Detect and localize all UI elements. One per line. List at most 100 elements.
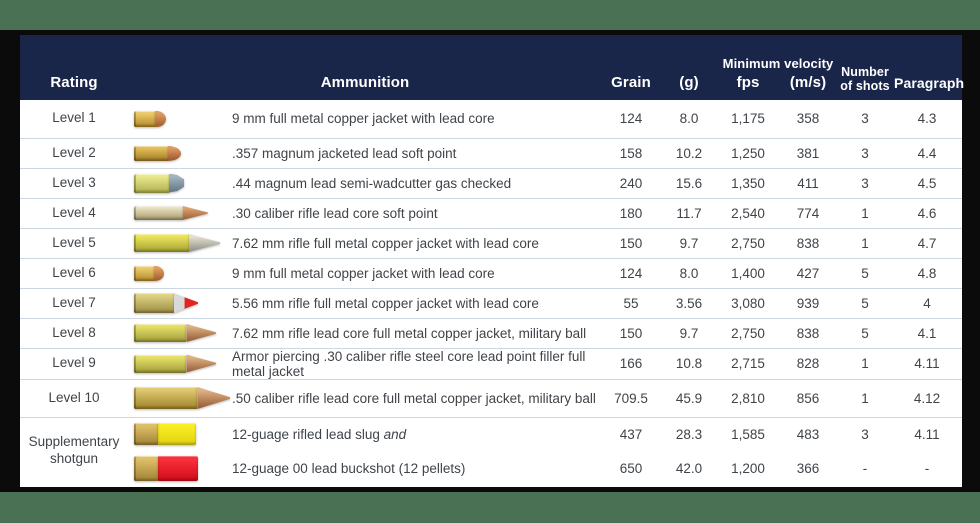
table-row: 12-guage 00 lead buckshot (12 pellets) 65… — [20, 451, 962, 485]
ms-column-header: (m/s) — [789, 74, 827, 91]
paragraph-cell: 4 — [892, 287, 962, 318]
ballistic-rating-table: Rating Ammunition Grain (g) Minimum velo… — [20, 35, 965, 485]
grams-cell: 8.0 — [679, 111, 699, 127]
paragraph-cell: 4.5 — [892, 167, 962, 198]
fps-cell: 1,350 — [718, 167, 778, 198]
cartridge-cell — [128, 287, 222, 318]
rating-cell: Level 5 — [20, 227, 128, 258]
fps-cell: 2,540 — [718, 197, 778, 228]
table-header: Rating Ammunition Grain (g) Minimum velo… — [20, 35, 965, 100]
fps-cell: 3,080 — [718, 287, 778, 318]
table-row: Level 5 7.62 mm rifle full metal copper j… — [20, 227, 962, 258]
shots-cell: - — [862, 460, 868, 476]
table-row: Supplementary shotgun 12-guage rifled lea… — [20, 416, 962, 485]
shotgun-shell-yellow-icon — [134, 423, 196, 446]
grams-cell: 42.0 — [675, 460, 703, 476]
paragraph-cell: 4.4 — [892, 137, 962, 168]
shots-cell: 5 — [838, 317, 892, 348]
grams-cell: 45.9 — [660, 378, 718, 417]
ammunition-cell: 9 mm full metal copper jacket with lead … — [222, 257, 602, 288]
cartridge-cell — [128, 167, 222, 198]
grams-cell: 9.7 — [660, 227, 718, 258]
cartridge-30-ap-icon — [134, 354, 216, 373]
ms-cell: 774 — [778, 197, 838, 228]
ammunition-cell: 7.62 mm rifle full metal copper jacket w… — [222, 227, 602, 258]
ammunition-cell: .44 magnum lead semi-wadcutter gas check… — [222, 167, 602, 198]
shots-cell: 3 — [861, 111, 869, 127]
table-row: Level 9 Armor piercing .30 caliber rifle … — [20, 347, 962, 379]
ms-cell: 939 — [778, 287, 838, 318]
number-of-shots-column-header: Number of shots — [840, 65, 890, 93]
ms-cell: 411 — [778, 167, 838, 198]
shots-cell: 5 — [838, 257, 892, 288]
paragraph-cell: - — [924, 460, 930, 476]
grain-cell: 124 — [619, 111, 643, 127]
shots-cell: 1 — [838, 347, 892, 379]
table-row: Level 7 5.56 mm rifle full metal copper j… — [20, 287, 962, 318]
ms-cell: 828 — [778, 347, 838, 379]
rating-cell: Level 1 — [52, 110, 96, 126]
ammunition-text: 9 mm full metal copper jacket with lead … — [232, 265, 495, 281]
ms-cell: 483 — [778, 416, 838, 451]
grain-cell: 150 — [602, 317, 660, 348]
grain-cell: 437 — [602, 416, 660, 451]
ammunition-cell: 9 mm full metal copper jacket with lead … — [222, 100, 602, 138]
grain-cell: 650 — [619, 460, 643, 476]
cartridge-50-caliber-icon — [134, 387, 230, 409]
ammunition-cell: 5.56 mm rifle full metal copper jacket w… — [222, 287, 602, 318]
cartridge-556-redtip-icon — [134, 293, 198, 313]
rating-cell: Level 3 — [20, 167, 128, 198]
rating-cell: Level 6 — [20, 257, 128, 288]
fps-cell: 1,585 — [718, 416, 778, 451]
shots-cell: 1 — [838, 378, 892, 417]
paragraph-cell: 4.1 — [892, 317, 962, 348]
cartridge-9mm-icon — [134, 265, 164, 281]
ammunition-text: Armor piercing .30 caliber rifle steel c… — [232, 348, 586, 379]
ammunition-text: .50 caliber rifle lead core full metal c… — [232, 390, 596, 406]
grain-column-header: Grain — [611, 74, 651, 91]
paragraph-cell: 4.3 — [917, 111, 937, 127]
cartridge-cell — [128, 227, 222, 258]
cartridge-cell — [128, 137, 222, 168]
table-row: Level 10 .50 caliber rifle lead core full… — [20, 378, 962, 417]
cartridge-cell — [128, 378, 230, 417]
ammunition-cell: .357 magnum jacketed lead soft point — [222, 137, 602, 168]
cartridge-30-caliber-icon — [134, 206, 208, 220]
grain-cell: 240 — [602, 167, 660, 198]
fps-cell: 2,750 — [718, 227, 778, 258]
ammunition-column-header: Ammunition — [320, 74, 410, 91]
fps-cell: 2,750 — [718, 317, 778, 348]
ammunition-text: .357 magnum jacketed lead soft point — [232, 145, 457, 161]
ms-cell: 358 — [796, 111, 820, 127]
grams-cell: 10.2 — [660, 137, 718, 168]
cartridge-cell — [128, 347, 222, 379]
ms-cell: 838 — [778, 227, 838, 258]
paragraph-cell: 4.8 — [892, 257, 962, 288]
ammunition-text: .44 magnum lead semi-wadcutter gas check… — [232, 175, 512, 191]
grams-cell: 10.8 — [660, 347, 718, 379]
paragraph-cell: 4.12 — [892, 378, 962, 417]
cartridge-cell — [128, 197, 222, 228]
shots-cell: 5 — [838, 287, 892, 318]
table-body: Level 1 9 mm full metal copper jacket wit… — [20, 100, 962, 485]
paragraph-column-header: Paragraph — [894, 75, 965, 91]
ammunition-text: 7.62 mm rifle lead core full metal coppe… — [232, 325, 587, 341]
table-row: Level 1 9 mm full metal copper jacket wit… — [20, 100, 962, 138]
cartridge-cell — [128, 416, 222, 451]
fps-cell: 1,250 — [718, 137, 778, 168]
cartridge-44-magnum-icon — [134, 173, 184, 193]
grams-cell: 3.56 — [660, 287, 718, 318]
fps-cell: 1,175 — [731, 111, 765, 127]
cartridge-cell — [128, 317, 222, 348]
grain-cell: 166 — [602, 347, 660, 379]
cartridge-9mm-icon — [134, 110, 166, 127]
minimum-velocity-group-header: Minimum velocity — [722, 56, 834, 71]
shots-cell: 1 — [838, 227, 892, 258]
ammunition-text: 12-guage 00 lead buckshot (12 pellets) — [232, 460, 466, 476]
shots-cell: 3 — [838, 137, 892, 168]
fps-cell: 2,715 — [718, 347, 778, 379]
grams-cell: 28.3 — [660, 416, 718, 451]
cartridge-cell — [128, 100, 222, 138]
grams-column-header: (g) — [679, 74, 699, 91]
